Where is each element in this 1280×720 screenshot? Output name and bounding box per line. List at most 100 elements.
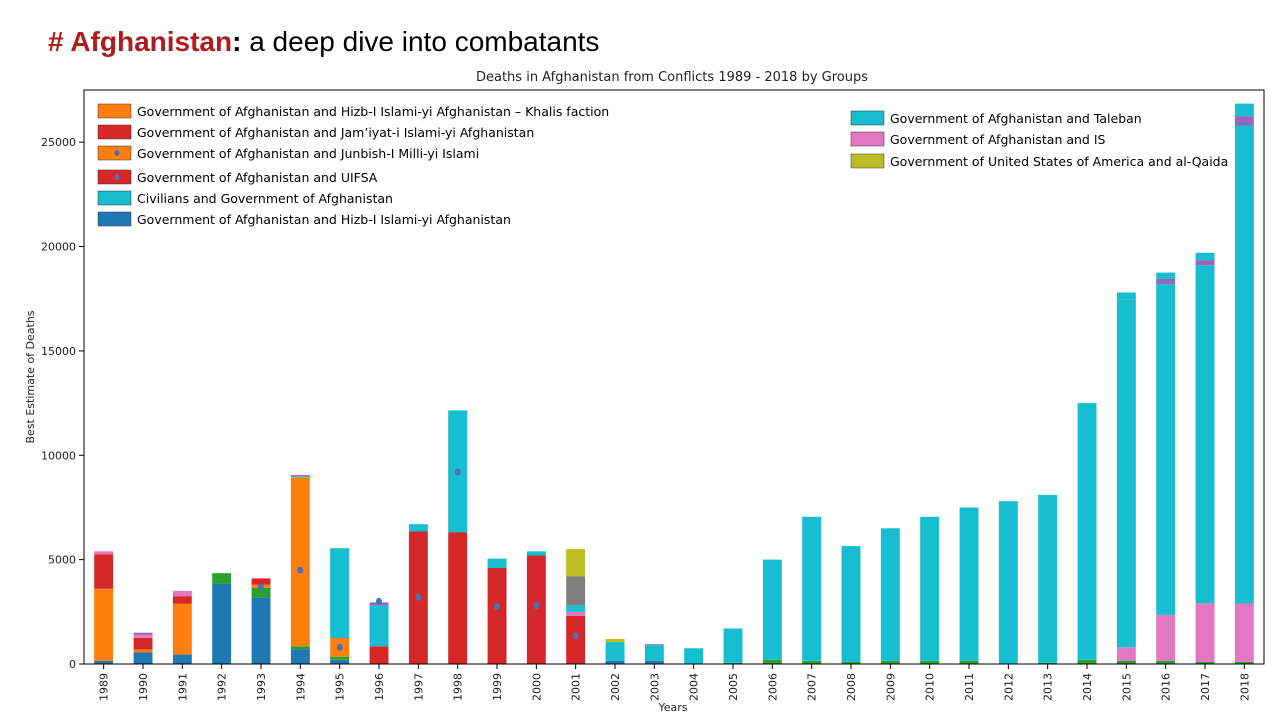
legend-left-swatch-1 [97, 124, 132, 140]
marker-1994 [297, 566, 304, 574]
bar-segment-1991-s2 [172, 603, 192, 655]
bar-segment-2017-s4 [1195, 603, 1215, 662]
bar-segment-2008-s5 [841, 546, 861, 662]
plot-area [94, 103, 1254, 664]
bar-segment-2016-s6 [1156, 278, 1176, 285]
x-tick-label-2015: 2015 [1120, 673, 1133, 701]
x-tick-label-2018: 2018 [1238, 673, 1251, 701]
bar-segment-1990-s4 [133, 634, 153, 638]
x-tick-label-2013: 2013 [1042, 673, 1055, 701]
bar-segment-2017-s1 [1195, 661, 1215, 664]
x-tick-label-1994: 1994 [294, 673, 307, 701]
x-tick-label-2009: 2009 [884, 673, 897, 701]
bar-segment-2000-s3 [526, 555, 546, 664]
x-tick-label-1993: 1993 [255, 673, 268, 701]
bar-segment-1990-s0 [133, 652, 153, 664]
bar-segment-1989-s0 [94, 660, 114, 664]
y-tick-label-10000: 10000 [41, 449, 76, 462]
x-tick-label-1996: 1996 [373, 673, 386, 701]
legend-right-swatch-0 [850, 110, 885, 126]
bar-segment-2017-s6 [1195, 260, 1215, 266]
bar-segment-2001-s8 [566, 549, 586, 577]
bar-segment-2002-s8 [605, 639, 625, 643]
x-tick-label-1998: 1998 [452, 673, 465, 701]
bar-segment-2015-s1 [1116, 660, 1136, 664]
x-tick-label-2007: 2007 [806, 673, 819, 701]
x-tick-label-1995: 1995 [334, 673, 347, 701]
legend-left-swatch-4 [97, 190, 132, 206]
bar-segment-1994-s1 [290, 646, 310, 650]
bar-segment-2010-s1 [920, 660, 940, 664]
bar-segment-1997-s5 [408, 524, 428, 532]
legend-right: Government of Afghanistan and Taleban Gov… [850, 110, 1228, 169]
x-tick-label-2017: 2017 [1199, 673, 1212, 701]
bar-segment-2018-s6 [1234, 116, 1254, 126]
x-tick-label-1991: 1991 [176, 673, 189, 701]
bar-segment-1990-s2 [133, 649, 153, 653]
x-tick-label-1997: 1997 [412, 673, 425, 701]
bar-segment-2009-s1 [880, 660, 900, 664]
bar-segment-2016-s1 [1156, 660, 1176, 664]
bar-segment-2002-s5 [605, 642, 625, 661]
bar-segment-1999-s3 [487, 568, 507, 664]
bar-segment-2007-s5 [802, 516, 822, 661]
legend-left-label-4: Civilians and Government of Afghanistan [137, 191, 393, 206]
bar-segment-1995-s5 [330, 548, 350, 638]
bar-segment-2014-s5 [1077, 403, 1097, 660]
x-tick-label-1989: 1989 [98, 673, 111, 701]
bar-segment-2011-s1 [959, 660, 979, 664]
bar-segment-1991-s4 [172, 590, 192, 597]
bar-segment-1993-s1 [251, 587, 271, 598]
y-axis: 0 5000 10000 15000 20000 25000 [41, 136, 84, 671]
y-tick-label-15000: 15000 [41, 345, 76, 358]
bar-segment-1999-s5 [487, 558, 507, 568]
bar-segment-2010-s5 [920, 516, 940, 661]
legend-left-label-3: Government of Afghanistan and UIFSA [137, 170, 378, 185]
bar-segment-1998-s3 [448, 532, 468, 664]
bar-segment-2003-s5 [644, 645, 664, 661]
marker-1993 [258, 583, 264, 591]
x-axis: 1989 1990 1991 1992 1993 1994 1995 1996 1997 1998… [98, 664, 1251, 701]
bar-segment-2006-s5 [762, 559, 782, 660]
slide-title: # Afghanistan: a deep dive into combatan… [48, 26, 599, 58]
bar-segment-2006-s1 [762, 659, 782, 664]
bar-segment-2018-s9 [1234, 103, 1254, 117]
slide-title-hash: # Afghanistan [48, 26, 233, 57]
bar-segment-2004-s5 [684, 648, 704, 664]
bar-segment-1991-s0 [172, 654, 192, 664]
bar-segment-2013-s5 [1038, 494, 1058, 663]
marker-2001 [572, 632, 579, 640]
x-tick-label-2005: 2005 [727, 673, 740, 701]
bar-segment-2007-s1 [802, 660, 822, 664]
x-tick-label-2010: 2010 [924, 673, 937, 701]
x-tick-label-2006: 2006 [766, 673, 779, 701]
legend-left-marker-2 [114, 150, 120, 156]
x-tick-label-1992: 1992 [216, 673, 229, 701]
bar-segment-2016-s4 [1156, 614, 1176, 661]
legend-left-swatch-0 [97, 103, 132, 119]
bar-segment-1993-s3 [251, 578, 271, 585]
x-tick-label-2011: 2011 [963, 673, 976, 701]
bar-segment-1996-s3 [369, 646, 389, 664]
x-axis-label: Years [657, 701, 687, 714]
bar-segment-1994-s0 [290, 649, 310, 664]
bar-segment-1989-s3 [94, 554, 114, 589]
bar-segment-2017-s5 [1195, 265, 1215, 604]
bar-segment-1991-s3 [172, 596, 192, 604]
legend-left-marker-3 [114, 174, 120, 180]
bar-segment-2009-s5 [880, 528, 900, 661]
bar-segment-2003-s6 [644, 644, 664, 646]
bar-segment-2014-s1 [1077, 659, 1097, 664]
slide-title-colon: : [232, 26, 242, 57]
bar-segment-2000-s5 [526, 551, 546, 556]
bar-segment-2003-s0 [644, 660, 664, 664]
bar-segment-2015-s9 [1116, 292, 1136, 300]
x-tick-label-2004: 2004 [688, 673, 701, 701]
y-axis-label: Best Estimate of Deaths [24, 310, 37, 443]
bar-segment-1995-s1 [330, 656, 350, 660]
x-tick-label-2016: 2016 [1160, 673, 1173, 701]
bar-segment-1996-s5 [369, 605, 389, 647]
bar-segment-1992-s0 [212, 583, 232, 664]
bar-segment-2015-s4 [1116, 647, 1136, 661]
